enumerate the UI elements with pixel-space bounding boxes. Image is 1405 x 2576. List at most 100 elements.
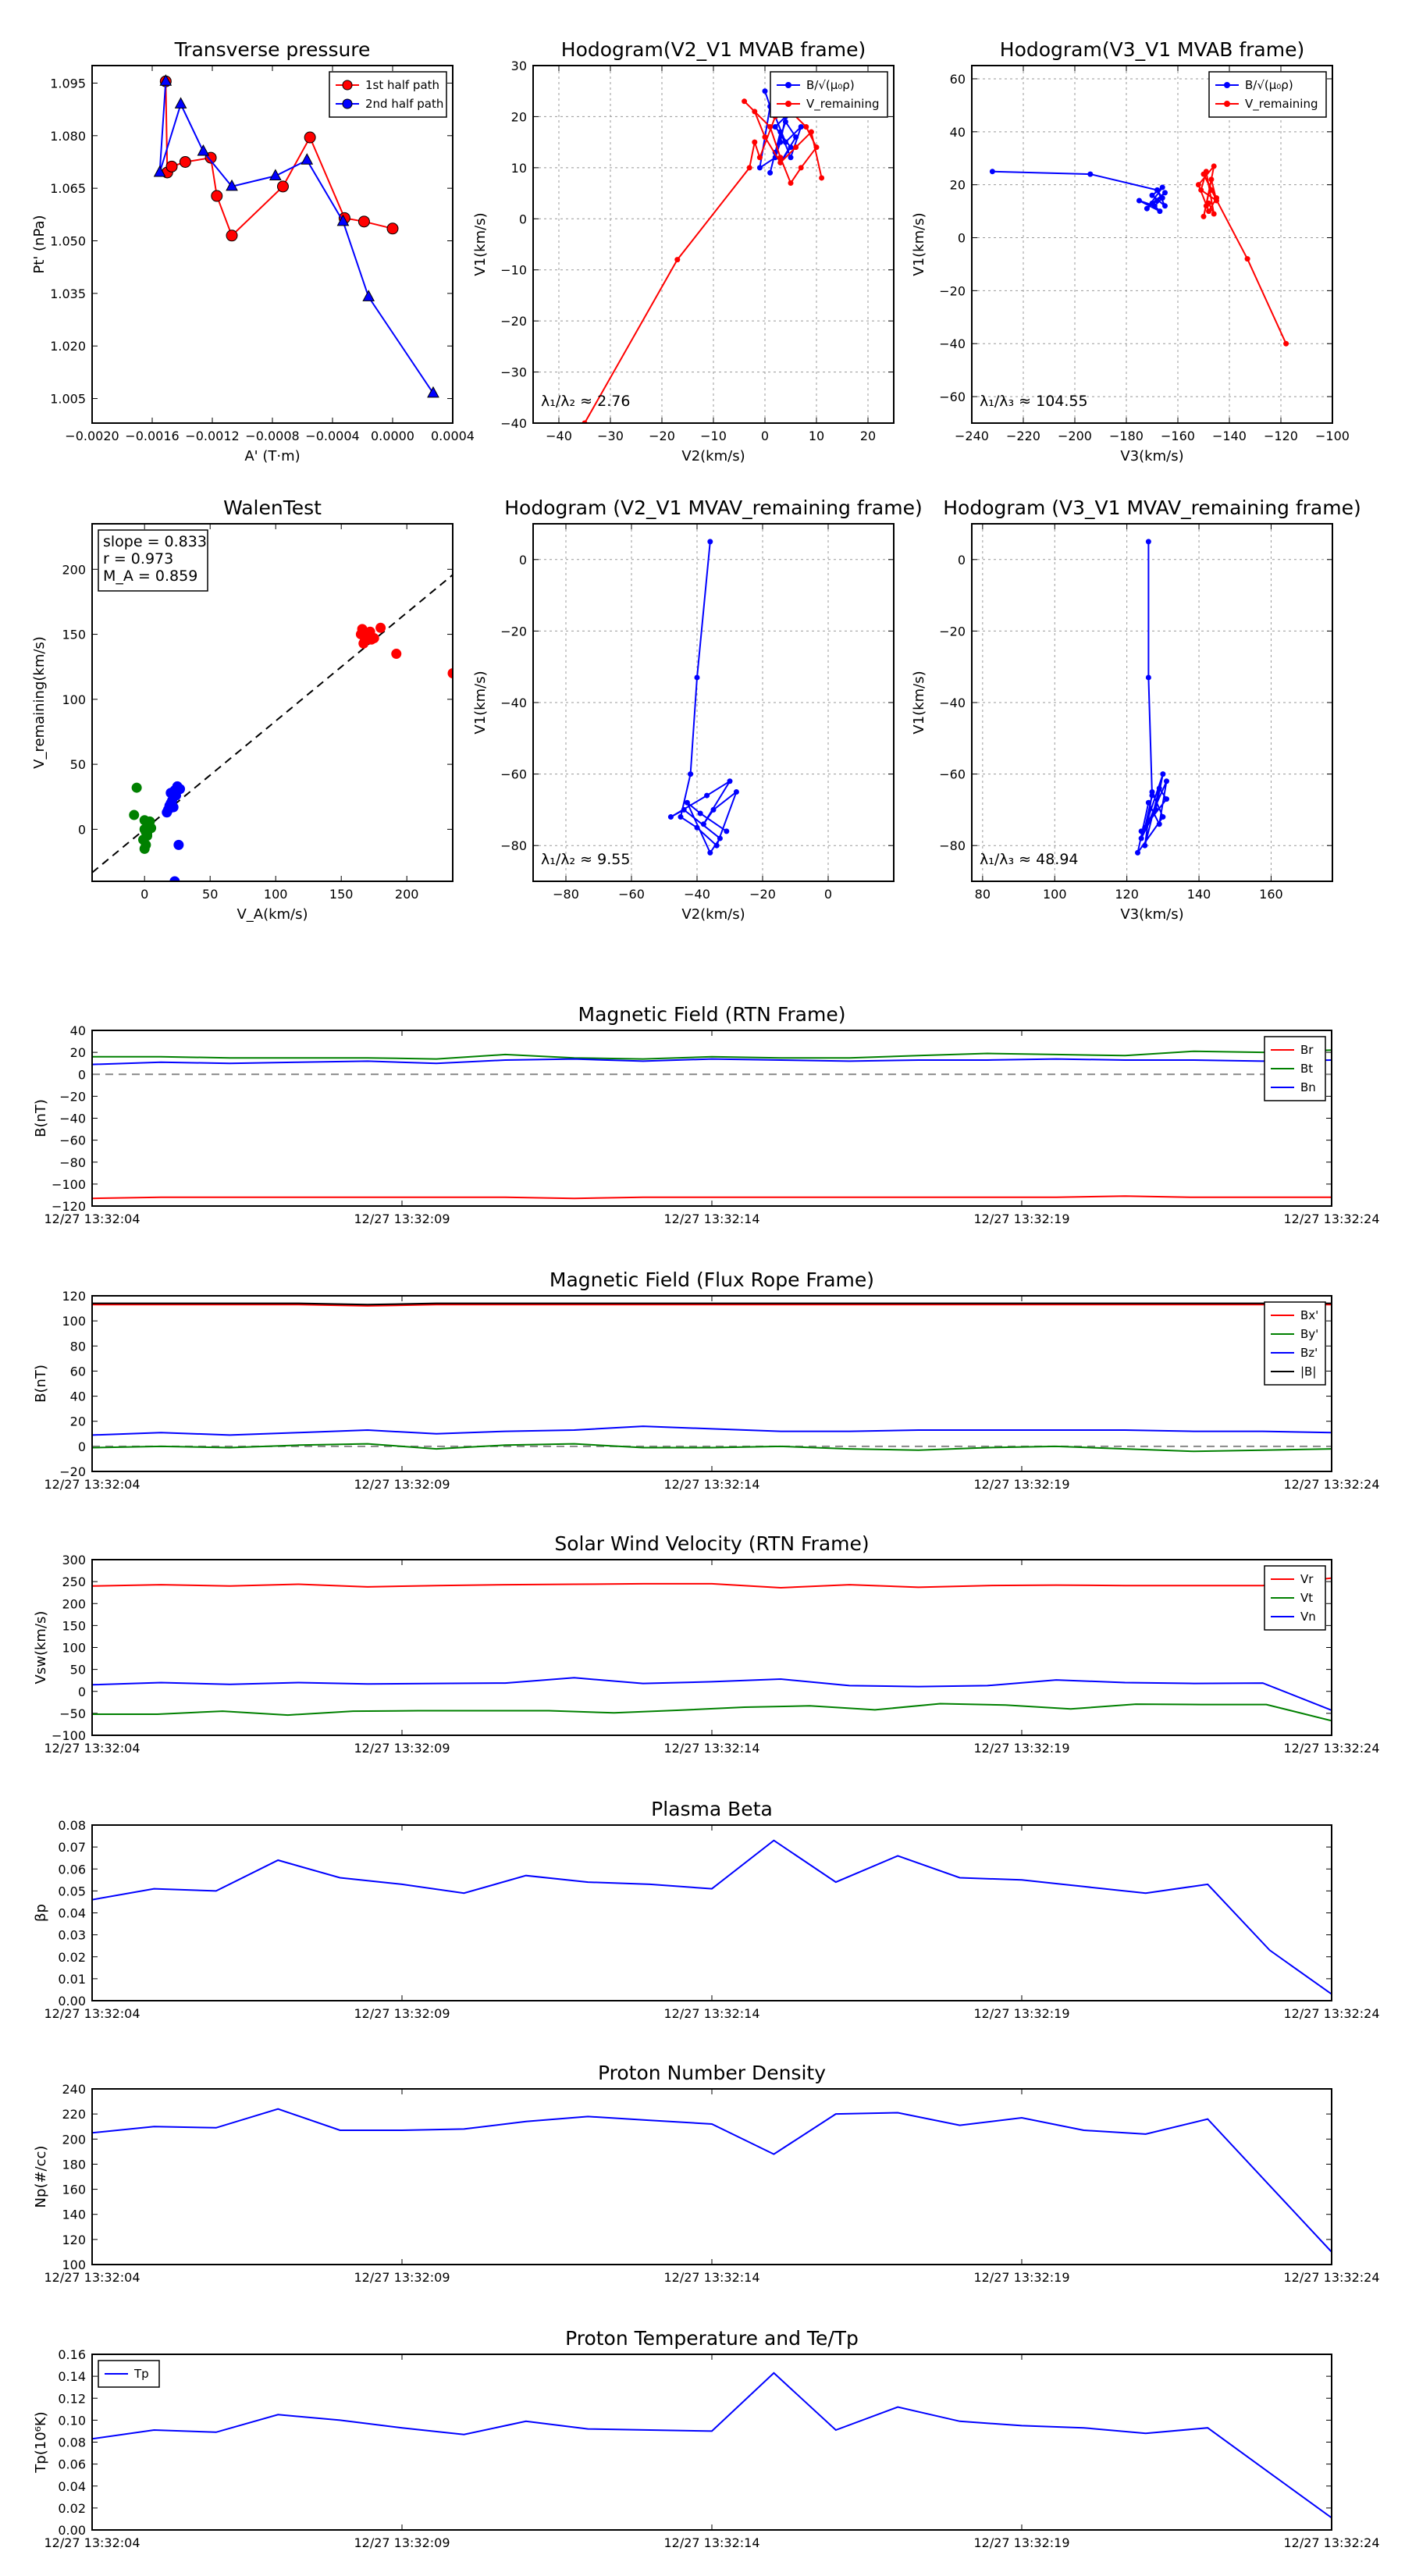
data-point (1163, 796, 1169, 802)
plot-frame (91, 2354, 1332, 2531)
y-axis-label: Pt' (nPa) (31, 215, 48, 273)
chart-h3: Hodogram (V2_V1 MVAV_remaining frame) −80… (472, 496, 923, 923)
x-tick-label: 12/27 13:32:09 (354, 2535, 450, 2550)
y-tick-label: −40 (59, 1112, 86, 1126)
data-point (710, 806, 717, 813)
y-tick-label: 100 (62, 692, 86, 707)
x-tick-label: −80 (553, 887, 579, 902)
y-tick-label: 40 (950, 125, 966, 140)
y-tick-label: −20 (59, 1089, 86, 1104)
data-point (1244, 256, 1250, 262)
plot-frame (532, 65, 895, 424)
x-tick-label: 12/27 13:32:09 (354, 2270, 450, 2285)
plot-area (153, 74, 439, 398)
x-tick-label: −0.0012 (185, 429, 239, 443)
y-axis-label: V_remaining(km/s) (31, 636, 48, 769)
y-axis-label: Tp(10⁶K) (33, 2411, 49, 2473)
data-point (362, 290, 375, 301)
y-axis-label: V1(km/s) (911, 671, 927, 734)
data-point (276, 180, 289, 193)
series-line-Bz' (92, 1425, 1332, 1436)
y-tick-label: 0.01 (58, 1972, 86, 1987)
data-point (1211, 163, 1217, 169)
y-tick-label: 180 (62, 2157, 86, 2172)
y-tick-label: 20 (70, 1414, 86, 1429)
legend-marker (785, 82, 791, 88)
legend: Vr Vt Vn (1264, 1565, 1326, 1631)
data-point (793, 134, 799, 141)
data-point (803, 124, 809, 130)
chart-np: Proton Number Density 12/27 13:32:04 12/27… (33, 2062, 1380, 2285)
series-line-V_remaining (1197, 165, 1287, 344)
x-tick-label: −100 (1315, 429, 1350, 443)
data-point (159, 74, 173, 86)
legend-box (770, 71, 888, 118)
y-tick-label: 1.035 (50, 286, 86, 301)
stats-line: M_A = 0.859 (103, 568, 197, 585)
data-point (777, 159, 784, 165)
plot-frame (971, 65, 1333, 424)
data-point (1163, 778, 1169, 785)
data-point (173, 839, 184, 850)
data-point (146, 823, 157, 834)
legend: Bx' By' Bz' |B| (1264, 1301, 1326, 1386)
y-tick-label: 0.04 (58, 2479, 86, 2494)
data-point (733, 789, 739, 795)
y-tick-label: 50 (70, 757, 86, 772)
y-tick-label: 40 (70, 1023, 86, 1038)
x-tick-label: 12/27 13:32:24 (1283, 1212, 1379, 1226)
y-tick-label: 0.16 (58, 2347, 86, 2362)
data-point (713, 842, 720, 849)
chart-title: Hodogram(V3_V1 MVAB frame) (1000, 38, 1304, 61)
y-axis-label: V1(km/s) (911, 212, 927, 276)
legend-label: Bn (1300, 1080, 1316, 1094)
legend-box (1208, 71, 1327, 118)
chart-title: Hodogram(V2_V1 MVAB frame) (561, 38, 866, 61)
y-tick-label: 1.050 (50, 234, 86, 249)
x-tick-label: −30 (597, 429, 624, 443)
x-tick-label: −10 (700, 429, 727, 443)
x-tick-label: 0 (761, 429, 769, 443)
x-tick-label: 12/27 13:32:09 (354, 1741, 450, 1756)
y-tick-label: 0 (78, 1439, 86, 1454)
data-point (1153, 806, 1159, 813)
x-tick-label: 0 (824, 887, 832, 902)
x-axis-label: V_A(km/s) (237, 906, 308, 923)
data-point (1142, 842, 1148, 849)
stats-line: r = 0.973 (103, 550, 173, 568)
y-tick-label: 0.06 (58, 2457, 86, 2472)
y-tick-label: 0.14 (58, 2369, 86, 2384)
legend: B/√(μ₀ρ) V_remaining (1208, 71, 1327, 118)
y-tick-label: −40 (939, 336, 966, 351)
y-tick-label: −20 (59, 1464, 86, 1479)
y-tick-label: −60 (939, 390, 966, 404)
data-point (1195, 182, 1201, 188)
y-tick-label: 80 (70, 1339, 86, 1354)
data-point (1160, 771, 1166, 777)
y-tick-label: 0.08 (58, 2435, 86, 2450)
data-point (1162, 203, 1168, 209)
data-point (1135, 849, 1141, 856)
legend-label: V_remaining (806, 97, 880, 112)
x-tick-label: −0.0020 (65, 429, 119, 443)
data-point (742, 98, 748, 105)
x-tick-label: 12/27 13:32:24 (1283, 1741, 1379, 1756)
y-tick-label: 0 (958, 231, 966, 246)
data-point (375, 622, 386, 633)
data-point (752, 139, 758, 145)
data-point (688, 771, 694, 777)
data-point (788, 180, 794, 186)
y-tick-label: 120 (62, 2233, 86, 2247)
y-tick-label: −40 (500, 696, 527, 710)
data-point (746, 165, 752, 171)
data-point (269, 169, 282, 180)
plot-frame (532, 523, 895, 882)
x-tick-label: 12/27 13:32:04 (44, 1212, 140, 1226)
data-point (162, 807, 173, 818)
series-line-|B| (92, 1302, 1332, 1306)
data-point (762, 88, 768, 94)
y-tick-label: 0.02 (58, 1950, 86, 1965)
plot-frame (91, 523, 454, 882)
y-tick-label: 20 (950, 178, 966, 193)
plot-frame (91, 1295, 1332, 1472)
